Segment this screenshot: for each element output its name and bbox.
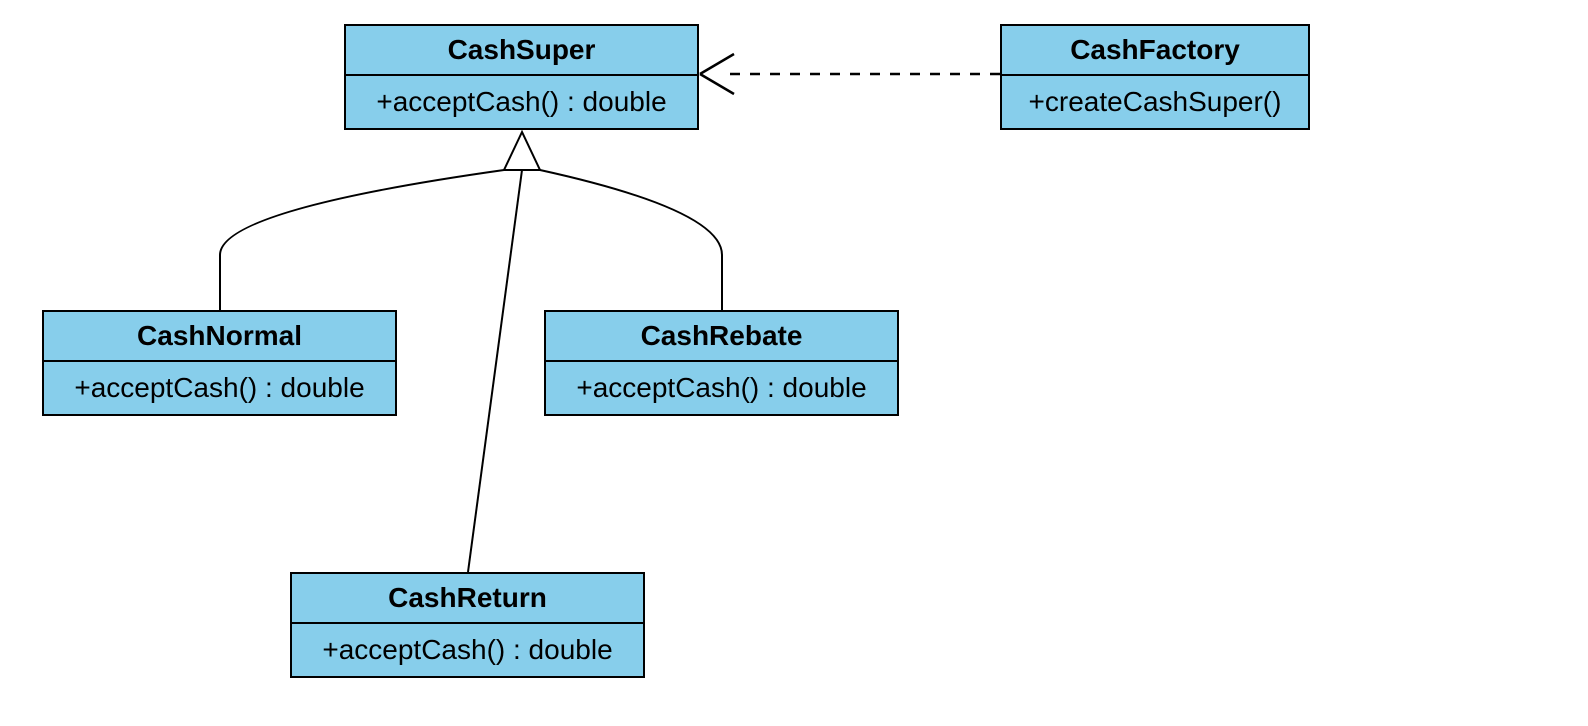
- class-method: +acceptCash() : double: [44, 362, 395, 414]
- class-cashnormal: CashNormal +acceptCash() : double: [42, 310, 397, 416]
- class-cashsuper: CashSuper +acceptCash() : double: [344, 24, 699, 130]
- class-name: CashNormal: [44, 312, 395, 362]
- class-name: CashSuper: [346, 26, 697, 76]
- class-name: CashFactory: [1002, 26, 1308, 76]
- class-cashrebate: CashRebate +acceptCash() : double: [544, 310, 899, 416]
- class-method: +acceptCash() : double: [292, 624, 643, 676]
- inheritance-arrowhead: [504, 132, 540, 170]
- class-method: +createCashSuper(): [1002, 76, 1308, 128]
- class-method: +acceptCash() : double: [346, 76, 697, 128]
- class-cashfactory: CashFactory +createCashSuper(): [1000, 24, 1310, 130]
- class-cashreturn: CashReturn +acceptCash() : double: [290, 572, 645, 678]
- class-name: CashRebate: [546, 312, 897, 362]
- class-name: CashReturn: [292, 574, 643, 624]
- uml-diagram: CashSuper +acceptCash() : double CashFac…: [0, 0, 1588, 726]
- class-method: +acceptCash() : double: [546, 362, 897, 414]
- dependency-arrowhead: [700, 54, 734, 94]
- edge-cashrebate: [540, 170, 722, 310]
- edge-cashnormal: [220, 170, 504, 310]
- edge-cashreturn: [468, 170, 522, 572]
